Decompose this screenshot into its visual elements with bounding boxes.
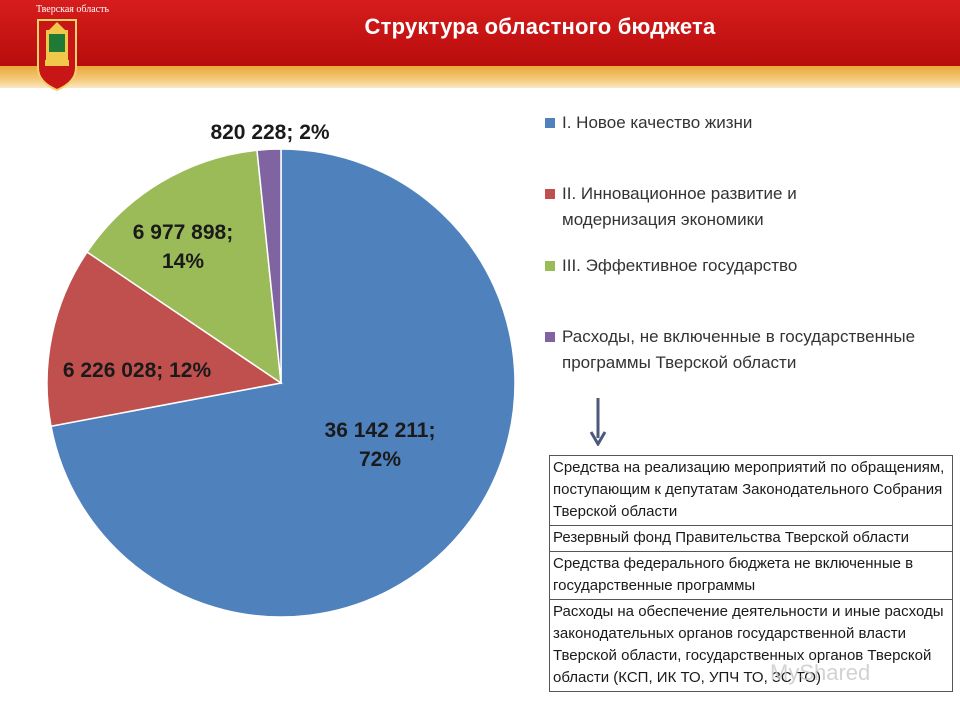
pie-slice-4 [256, 148, 282, 384]
table-cell: Средства на реализацию мероприятий по об… [549, 455, 953, 526]
coat-of-arms-icon [37, 19, 77, 92]
expenses-breakdown-table: Средства на реализацию мероприятий по об… [549, 455, 953, 692]
legend-label: I. Новое качество жизни [562, 113, 753, 132]
legend-swatch [545, 118, 555, 128]
data-label-slice-4: 820 228; 2% [190, 118, 350, 147]
header-strip [0, 66, 960, 88]
region-label: Тверская область [36, 4, 110, 15]
legend-label: II. Инновационное развитие и модернизаци… [562, 184, 797, 229]
legend-swatch [545, 189, 555, 199]
pie-slice-2 [46, 250, 283, 428]
arrow-down-icon [589, 398, 607, 446]
page-title: Структура областного бюджета [364, 14, 716, 39]
data-label-value: 6 226 028; 12% [62, 359, 212, 382]
table-cell: Средства федерального бюджета не включен… [549, 551, 953, 600]
watermark: MyShared [770, 660, 871, 685]
pie-slice-3 [86, 149, 282, 385]
data-label-value: 36 142 211; [324, 419, 436, 442]
data-label-percent: 72% [358, 448, 402, 471]
table-cell: Расходы на обеспечение деятельности и ин… [549, 599, 953, 692]
pie-slice-1 [50, 148, 516, 618]
legend-label: Расходы, не включенные в государственные… [562, 327, 916, 372]
legend-label: III. Эффективное государство [562, 256, 798, 275]
legend-swatch [545, 261, 555, 271]
table-row: Средства федерального бюджета не включен… [549, 551, 953, 600]
table-cell: Резервный фонд Правительства Тверской об… [549, 525, 953, 552]
data-label-percent: 14% [161, 250, 205, 273]
table-row: Резервный фонд Правительства Тверской об… [549, 525, 953, 552]
data-label-value: 6 977 898; [132, 221, 234, 244]
legend-swatch [545, 332, 555, 342]
data-label-slice-1: 36 142 211; 72% [300, 416, 460, 474]
header-bar: Тверская область Структура областного бю… [0, 0, 960, 66]
data-label-slice-2: 6 226 028; 12% [42, 356, 232, 385]
table-row: Средства на реализацию мероприятий по об… [549, 455, 953, 526]
data-label-value: 820 228; 2% [210, 121, 330, 144]
table-row: Расходы на обеспечение деятельности и ин… [549, 599, 953, 692]
pie-chart [46, 148, 516, 618]
data-label-slice-3: 6 977 898; 14% [108, 218, 258, 276]
